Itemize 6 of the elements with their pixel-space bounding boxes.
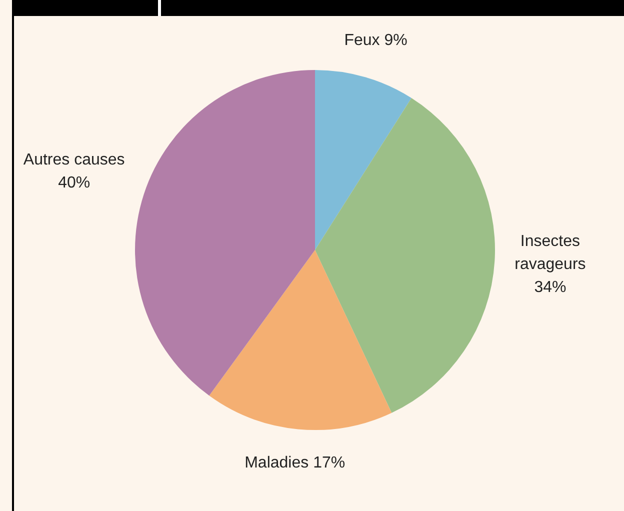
slice-label: Maladies 17%: [244, 454, 346, 472]
data-label: 34%: [534, 279, 566, 296]
data-label: 40%: [58, 174, 90, 192]
slice-label: Feux 9%: [344, 32, 408, 50]
slice-label: Insectes ravageurs: [514, 233, 586, 274]
slice-label: Autres causes: [23, 152, 125, 169]
